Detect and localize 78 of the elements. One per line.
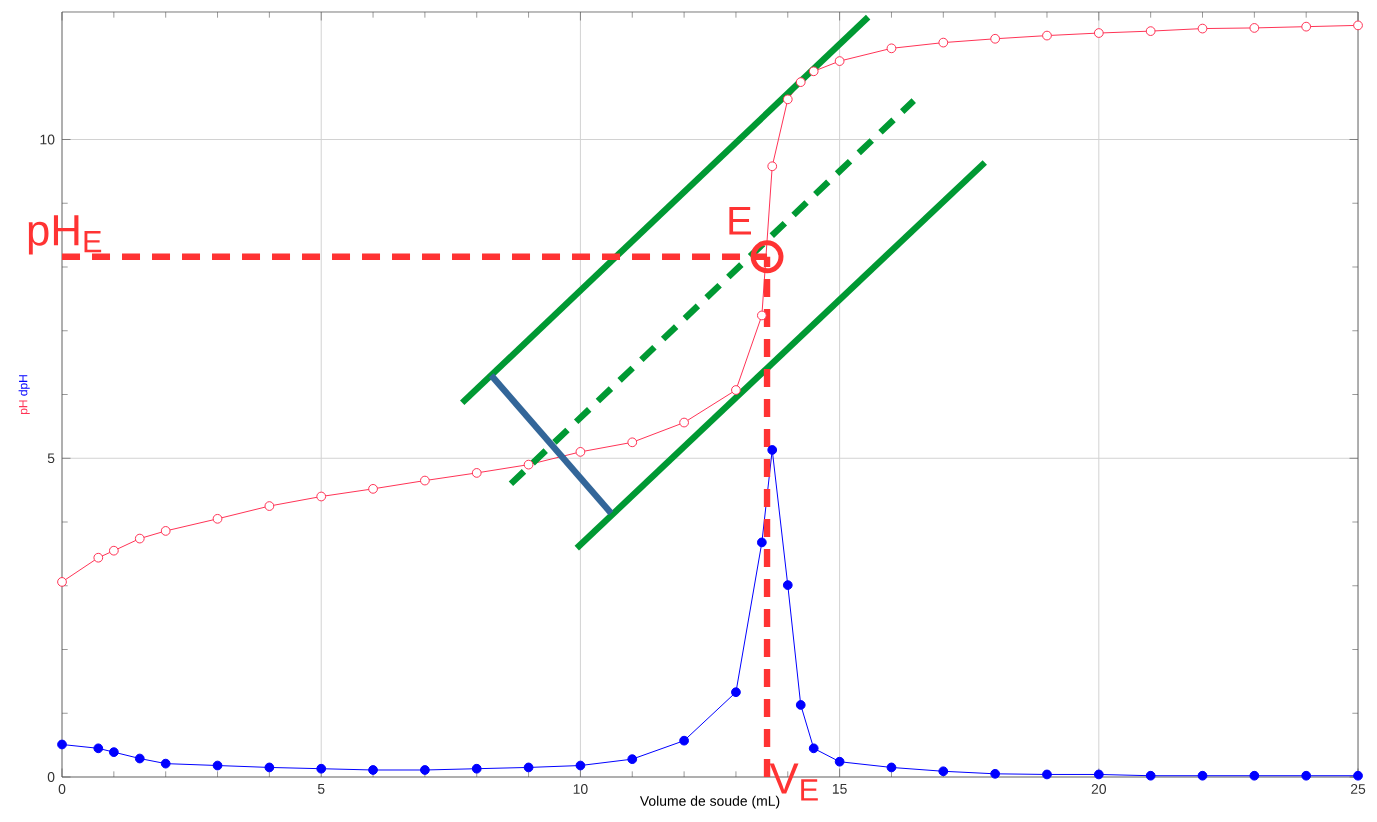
point	[782, 580, 793, 590]
point	[1249, 23, 1260, 33]
point	[316, 763, 327, 774]
point	[990, 768, 1001, 779]
annotation: E	[729, 207, 751, 235]
point	[1301, 770, 1312, 781]
point	[108, 545, 119, 556]
point	[627, 754, 638, 765]
text: dpH	[18, 375, 30, 396]
point	[938, 766, 949, 777]
point	[471, 468, 482, 478]
point	[134, 753, 145, 764]
x-tick-label: 15	[832, 784, 847, 794]
point	[1197, 770, 1208, 781]
point	[834, 756, 845, 767]
x-tick-label: 20	[1091, 784, 1107, 794]
point	[1353, 20, 1363, 31]
point	[160, 526, 171, 536]
point	[938, 37, 949, 48]
point	[57, 577, 67, 587]
point	[767, 161, 778, 172]
point	[834, 56, 845, 66]
point	[756, 310, 767, 321]
point	[57, 739, 67, 750]
point	[731, 385, 741, 395]
point	[368, 765, 378, 775]
y-tick-label: 5	[47, 453, 55, 464]
point	[93, 743, 104, 754]
point	[523, 762, 534, 773]
point	[212, 513, 223, 524]
point	[264, 501, 275, 511]
point	[808, 743, 819, 754]
point	[212, 760, 223, 771]
point	[471, 763, 482, 774]
point	[795, 700, 806, 710]
point	[679, 735, 689, 746]
point	[886, 762, 897, 773]
point	[886, 43, 897, 54]
point	[1301, 21, 1312, 32]
ref-line-label: pH$_{E}$	[28, 215, 102, 255]
point	[108, 747, 119, 758]
point	[756, 537, 767, 548]
point	[93, 552, 104, 563]
x-tick-label: 10	[573, 784, 588, 794]
x-tick-label: 0	[58, 784, 66, 794]
x-tick-label: 5	[317, 784, 325, 794]
point	[1145, 26, 1156, 36]
point	[1093, 769, 1104, 780]
point	[1197, 23, 1208, 34]
point	[1093, 28, 1104, 38]
text: pH	[19, 400, 30, 414]
x-tick-label: 25	[1350, 784, 1366, 794]
point	[627, 437, 638, 448]
point	[134, 533, 145, 544]
point	[368, 483, 378, 494]
point	[1042, 30, 1052, 41]
point	[679, 417, 689, 428]
point	[782, 94, 793, 105]
point	[808, 66, 819, 77]
y-tick-label: 0	[47, 772, 55, 782]
point	[750, 240, 784, 274]
point	[1249, 770, 1260, 781]
point	[160, 758, 171, 769]
y-tick-label: 10	[40, 134, 55, 145]
point	[731, 687, 741, 698]
point	[1042, 769, 1052, 780]
point	[420, 475, 430, 486]
point	[795, 77, 806, 87]
point	[420, 765, 430, 775]
point	[523, 459, 534, 470]
point	[767, 445, 778, 455]
point	[1145, 770, 1156, 781]
point	[1353, 770, 1363, 781]
point	[575, 760, 586, 771]
point	[316, 491, 327, 502]
point	[990, 33, 1001, 44]
point	[575, 446, 586, 457]
point	[264, 762, 275, 773]
